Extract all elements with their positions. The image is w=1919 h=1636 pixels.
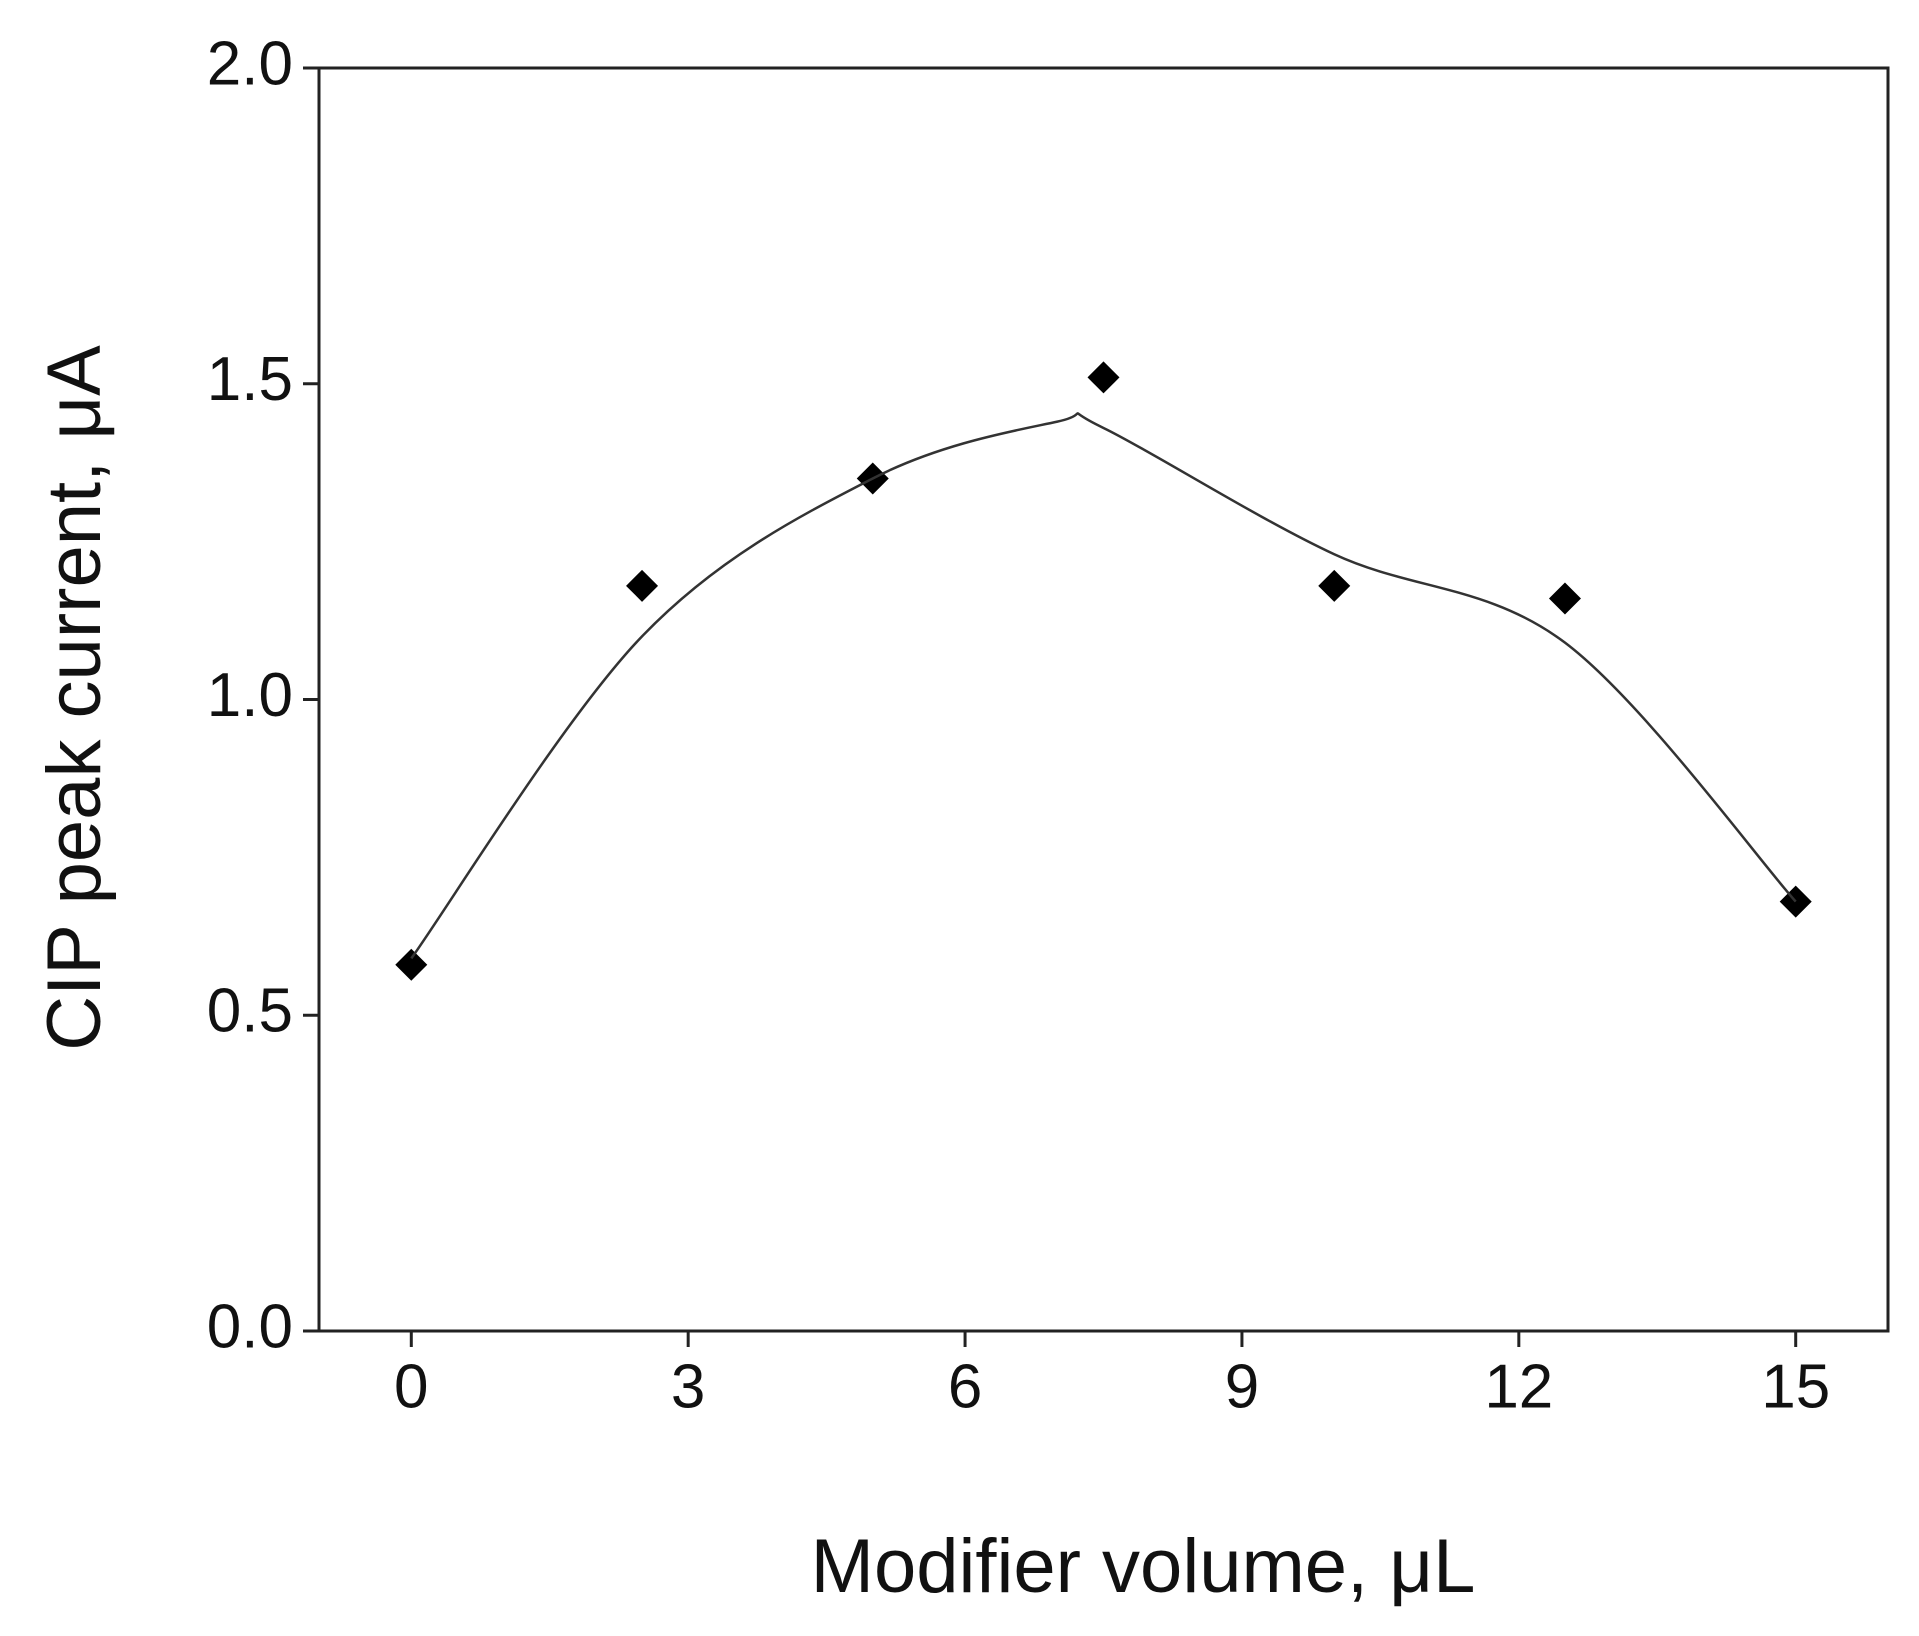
x-tick-label: 15	[1761, 1352, 1830, 1421]
x-tick-label: 6	[948, 1352, 982, 1421]
y-tick-label: 1.0	[207, 661, 293, 730]
data-point	[1548, 582, 1581, 615]
x-axis-label: Modifier volume, μL	[811, 1524, 1476, 1609]
y-tick-label: 0.0	[207, 1292, 293, 1361]
y-tick-label: 0.5	[207, 977, 293, 1046]
x-tick-label: 12	[1484, 1352, 1553, 1421]
y-tick-label: 2.0	[207, 29, 293, 98]
x-tick-label: 0	[394, 1352, 428, 1421]
data-point	[626, 569, 659, 602]
data-point	[395, 948, 428, 981]
data-point	[1087, 361, 1120, 394]
y-axis-label: CIP peak current, μA	[32, 345, 117, 1051]
y-tick-label: 1.5	[207, 345, 293, 414]
plot-frame	[317, 66, 1890, 1333]
fit-curve	[410, 412, 1797, 960]
x-tick-label: 3	[671, 1352, 705, 1421]
data-point	[1318, 569, 1351, 602]
x-tick-label: 9	[1225, 1352, 1259, 1421]
